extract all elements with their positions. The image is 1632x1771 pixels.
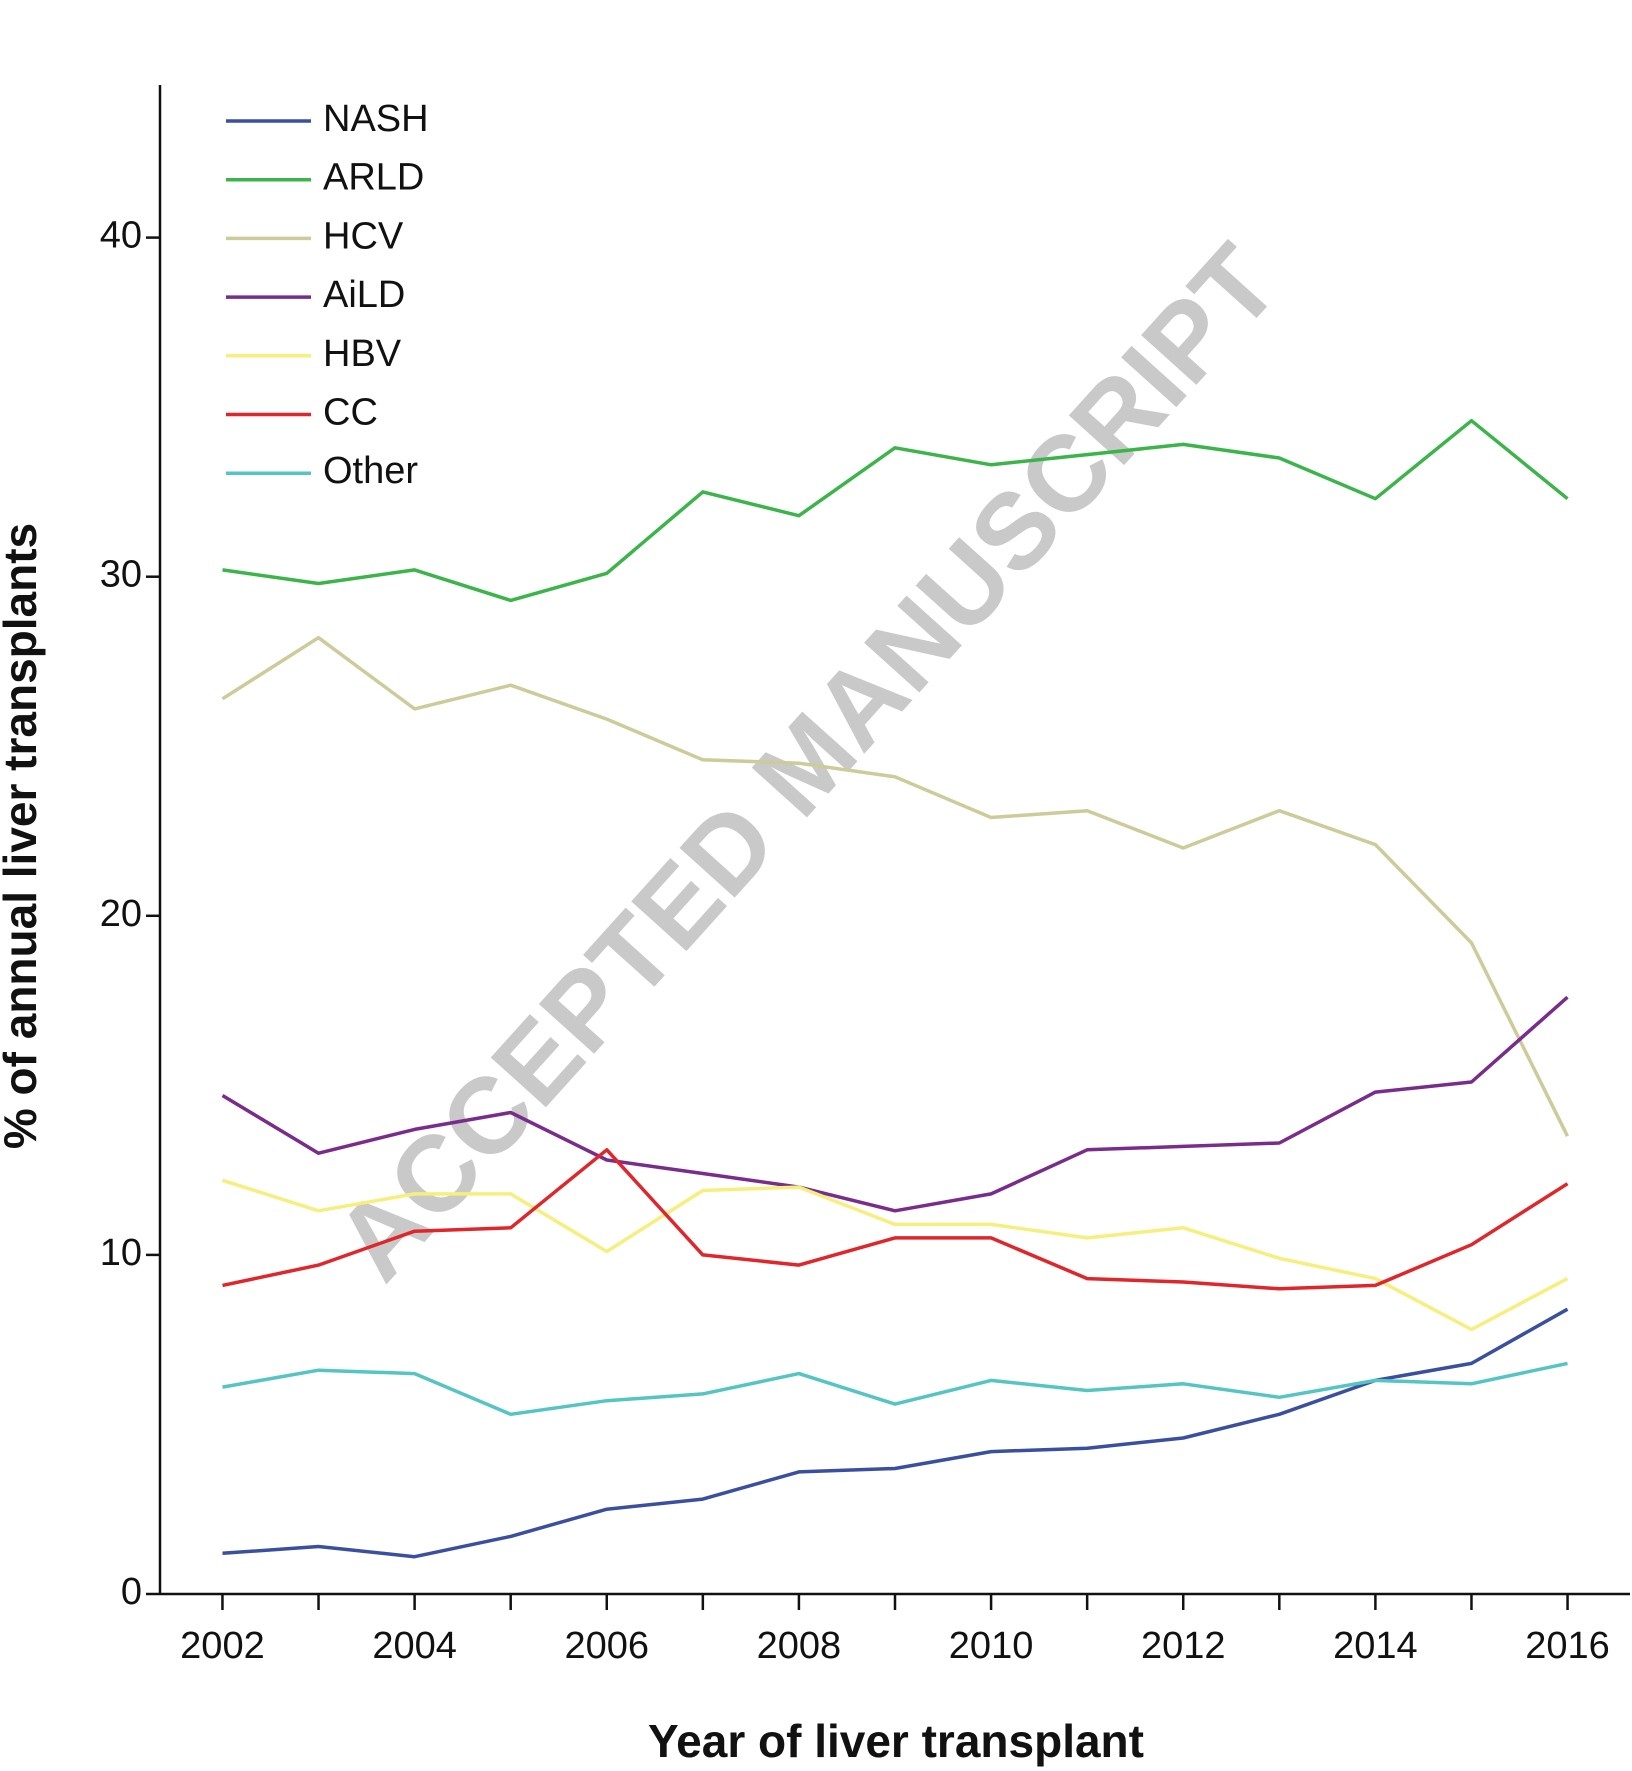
x-tick-label: 2016 <box>1525 1625 1610 1667</box>
y-axis-title: % of annual liver transplants <box>0 523 46 1149</box>
x-tick-label: 2006 <box>564 1625 649 1667</box>
series-line <box>222 1148 1569 1291</box>
x-tick-label: 2002 <box>180 1625 265 1667</box>
legend-label: CC <box>323 392 378 434</box>
legend-label: NASH <box>323 98 429 140</box>
x-tick-label: 2004 <box>372 1625 457 1667</box>
series-line <box>221 1178 1569 1332</box>
x-tick-label: 2012 <box>1141 1625 1226 1667</box>
legend-label: AiLD <box>323 274 405 316</box>
series-line <box>222 418 1569 603</box>
x-axis-title: Year of liver transplant <box>648 1715 1144 1767</box>
watermark: ACCEPTED MANUSCRIPT <box>312 222 1301 1302</box>
legend-label: Other <box>323 450 418 492</box>
series-line <box>221 995 1569 1213</box>
legend-label: HBV <box>323 333 402 375</box>
legend-label: HCV <box>323 215 404 257</box>
y-tick-label: 40 <box>100 215 142 257</box>
y-tick-label: 20 <box>100 893 142 935</box>
x-tick-label: 2014 <box>1333 1625 1418 1667</box>
series-line <box>222 1307 1569 1559</box>
legend-label: ARLD <box>323 157 424 199</box>
y-tick-label: 10 <box>100 1232 142 1274</box>
x-tick-label: 2008 <box>757 1625 842 1667</box>
y-tick-label: 0 <box>121 1571 142 1613</box>
x-tick-label: 2010 <box>949 1625 1034 1667</box>
series-line <box>222 1361 1568 1417</box>
y-tick-label: 30 <box>100 554 142 596</box>
series-line <box>221 635 1570 1137</box>
